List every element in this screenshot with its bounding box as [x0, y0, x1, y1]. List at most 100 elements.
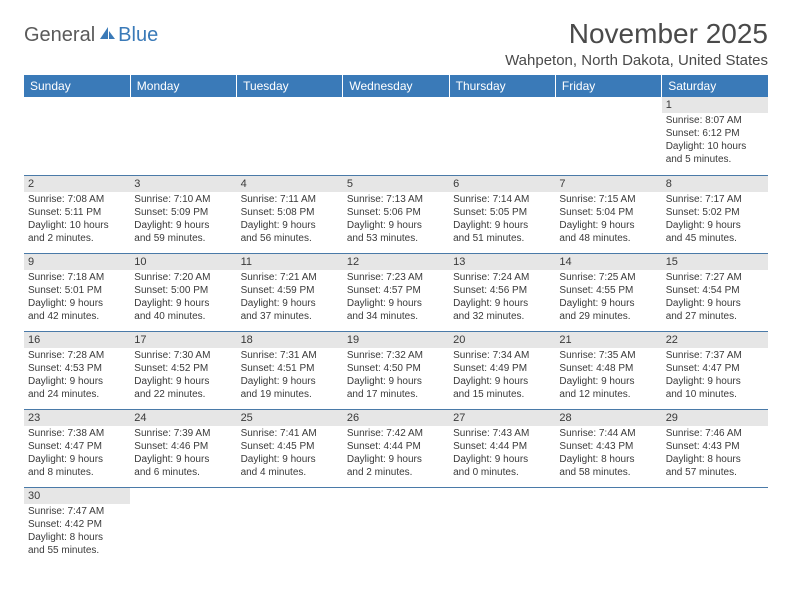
- calendar-cell: 15Sunrise: 7:27 AMSunset: 4:54 PMDayligh…: [662, 253, 768, 331]
- title-block: November 2025 Wahpeton, North Dakota, Un…: [505, 18, 768, 69]
- day-number: 13: [449, 254, 555, 270]
- calendar-cell: 28Sunrise: 7:44 AMSunset: 4:43 PMDayligh…: [555, 409, 661, 487]
- calendar-body: 1Sunrise: 8:07 AMSunset: 6:12 PMDaylight…: [24, 97, 768, 565]
- calendar-cell: 20Sunrise: 7:34 AMSunset: 4:49 PMDayligh…: [449, 331, 555, 409]
- day-daylight2: and 0 minutes.: [453, 466, 551, 479]
- day-number: 9: [24, 254, 130, 270]
- day-daylight2: and 32 minutes.: [453, 310, 551, 323]
- day-daylight1: Daylight: 9 hours: [559, 375, 657, 388]
- day-daylight2: and 2 minutes.: [347, 466, 445, 479]
- calendar-cell: 24Sunrise: 7:39 AMSunset: 4:46 PMDayligh…: [130, 409, 236, 487]
- month-title: November 2025: [505, 18, 768, 50]
- day-sunrise: Sunrise: 7:42 AM: [347, 427, 445, 440]
- brand-part1: General: [24, 24, 95, 47]
- calendar-cell: 30Sunrise: 7:47 AMSunset: 4:42 PMDayligh…: [24, 487, 130, 565]
- calendar-cell: 4Sunrise: 7:11 AMSunset: 5:08 PMDaylight…: [237, 175, 343, 253]
- day-sunrise: Sunrise: 7:44 AM: [559, 427, 657, 440]
- day-sunset: Sunset: 5:02 PM: [666, 206, 764, 219]
- day-number: 14: [555, 254, 661, 270]
- day-details: Sunrise: 7:31 AMSunset: 4:51 PMDaylight:…: [237, 348, 343, 404]
- calendar-cell: 19Sunrise: 7:32 AMSunset: 4:50 PMDayligh…: [343, 331, 449, 409]
- day-sunrise: Sunrise: 7:18 AM: [28, 271, 126, 284]
- day-daylight2: and 4 minutes.: [241, 466, 339, 479]
- day-number: 18: [237, 332, 343, 348]
- day-sunrise: Sunrise: 7:24 AM: [453, 271, 551, 284]
- day-daylight1: Daylight: 9 hours: [134, 453, 232, 466]
- day-sunset: Sunset: 4:55 PM: [559, 284, 657, 297]
- calendar-week-row: 23Sunrise: 7:38 AMSunset: 4:47 PMDayligh…: [24, 409, 768, 487]
- day-details: Sunrise: 7:15 AMSunset: 5:04 PMDaylight:…: [555, 192, 661, 248]
- day-number: 6: [449, 176, 555, 192]
- calendar-cell: 9Sunrise: 7:18 AMSunset: 5:01 PMDaylight…: [24, 253, 130, 331]
- day-sunset: Sunset: 4:47 PM: [28, 440, 126, 453]
- day-sunset: Sunset: 5:09 PM: [134, 206, 232, 219]
- calendar-week-row: 2Sunrise: 7:08 AMSunset: 5:11 PMDaylight…: [24, 175, 768, 253]
- day-details: Sunrise: 7:30 AMSunset: 4:52 PMDaylight:…: [130, 348, 236, 404]
- day-details: Sunrise: 7:46 AMSunset: 4:43 PMDaylight:…: [662, 426, 768, 482]
- calendar-cell: 11Sunrise: 7:21 AMSunset: 4:59 PMDayligh…: [237, 253, 343, 331]
- weekday-header: Saturday: [662, 75, 768, 97]
- calendar-week-row: 30Sunrise: 7:47 AMSunset: 4:42 PMDayligh…: [24, 487, 768, 565]
- day-sunrise: Sunrise: 7:11 AM: [241, 193, 339, 206]
- day-number: 28: [555, 410, 661, 426]
- calendar-cell: 22Sunrise: 7:37 AMSunset: 4:47 PMDayligh…: [662, 331, 768, 409]
- day-sunrise: Sunrise: 7:08 AM: [28, 193, 126, 206]
- day-daylight1: Daylight: 9 hours: [666, 375, 764, 388]
- day-number: 27: [449, 410, 555, 426]
- day-details: Sunrise: 7:28 AMSunset: 4:53 PMDaylight:…: [24, 348, 130, 404]
- day-sunset: Sunset: 4:44 PM: [347, 440, 445, 453]
- day-sunrise: Sunrise: 7:25 AM: [559, 271, 657, 284]
- day-daylight2: and 51 minutes.: [453, 232, 551, 245]
- day-details: Sunrise: 7:23 AMSunset: 4:57 PMDaylight:…: [343, 270, 449, 326]
- day-daylight1: Daylight: 9 hours: [241, 297, 339, 310]
- day-sunrise: Sunrise: 8:07 AM: [666, 114, 764, 127]
- day-daylight2: and 5 minutes.: [666, 153, 764, 166]
- day-daylight1: Daylight: 9 hours: [666, 297, 764, 310]
- day-details: Sunrise: 7:32 AMSunset: 4:50 PMDaylight:…: [343, 348, 449, 404]
- brand-part2: Blue: [118, 24, 158, 47]
- day-sunrise: Sunrise: 7:43 AM: [453, 427, 551, 440]
- calendar-cell: [130, 487, 236, 565]
- weekday-header: Friday: [555, 75, 661, 97]
- day-daylight2: and 48 minutes.: [559, 232, 657, 245]
- day-number: 2: [24, 176, 130, 192]
- day-details: Sunrise: 7:13 AMSunset: 5:06 PMDaylight:…: [343, 192, 449, 248]
- day-daylight2: and 2 minutes.: [28, 232, 126, 245]
- day-sunrise: Sunrise: 7:23 AM: [347, 271, 445, 284]
- calendar-cell: 21Sunrise: 7:35 AMSunset: 4:48 PMDayligh…: [555, 331, 661, 409]
- day-number: 25: [237, 410, 343, 426]
- weekday-header-row: SundayMondayTuesdayWednesdayThursdayFrid…: [24, 75, 768, 97]
- day-details: Sunrise: 7:43 AMSunset: 4:44 PMDaylight:…: [449, 426, 555, 482]
- day-daylight1: Daylight: 9 hours: [453, 375, 551, 388]
- day-daylight1: Daylight: 9 hours: [453, 453, 551, 466]
- day-sunrise: Sunrise: 7:10 AM: [134, 193, 232, 206]
- day-daylight1: Daylight: 9 hours: [559, 297, 657, 310]
- day-daylight1: Daylight: 8 hours: [666, 453, 764, 466]
- day-sunset: Sunset: 5:01 PM: [28, 284, 126, 297]
- day-number: 21: [555, 332, 661, 348]
- day-details: Sunrise: 7:37 AMSunset: 4:47 PMDaylight:…: [662, 348, 768, 404]
- day-number: 8: [662, 176, 768, 192]
- day-sunset: Sunset: 5:04 PM: [559, 206, 657, 219]
- day-daylight1: Daylight: 9 hours: [134, 375, 232, 388]
- day-number: 26: [343, 410, 449, 426]
- day-sunset: Sunset: 4:44 PM: [453, 440, 551, 453]
- day-daylight1: Daylight: 9 hours: [28, 375, 126, 388]
- day-daylight1: Daylight: 9 hours: [666, 219, 764, 232]
- brand-logo: General Blue: [24, 24, 158, 47]
- day-daylight2: and 24 minutes.: [28, 388, 126, 401]
- calendar-cell: 16Sunrise: 7:28 AMSunset: 4:53 PMDayligh…: [24, 331, 130, 409]
- calendar-cell: 6Sunrise: 7:14 AMSunset: 5:05 PMDaylight…: [449, 175, 555, 253]
- day-sunrise: Sunrise: 7:15 AM: [559, 193, 657, 206]
- day-details: Sunrise: 7:11 AMSunset: 5:08 PMDaylight:…: [237, 192, 343, 248]
- calendar-cell: [237, 97, 343, 175]
- weekday-header: Monday: [130, 75, 236, 97]
- calendar-cell: 13Sunrise: 7:24 AMSunset: 4:56 PMDayligh…: [449, 253, 555, 331]
- day-sunrise: Sunrise: 7:39 AM: [134, 427, 232, 440]
- day-sunrise: Sunrise: 7:17 AM: [666, 193, 764, 206]
- day-number: 15: [662, 254, 768, 270]
- day-daylight1: Daylight: 8 hours: [28, 531, 126, 544]
- day-sunset: Sunset: 4:49 PM: [453, 362, 551, 375]
- calendar-cell: 25Sunrise: 7:41 AMSunset: 4:45 PMDayligh…: [237, 409, 343, 487]
- day-number: 3: [130, 176, 236, 192]
